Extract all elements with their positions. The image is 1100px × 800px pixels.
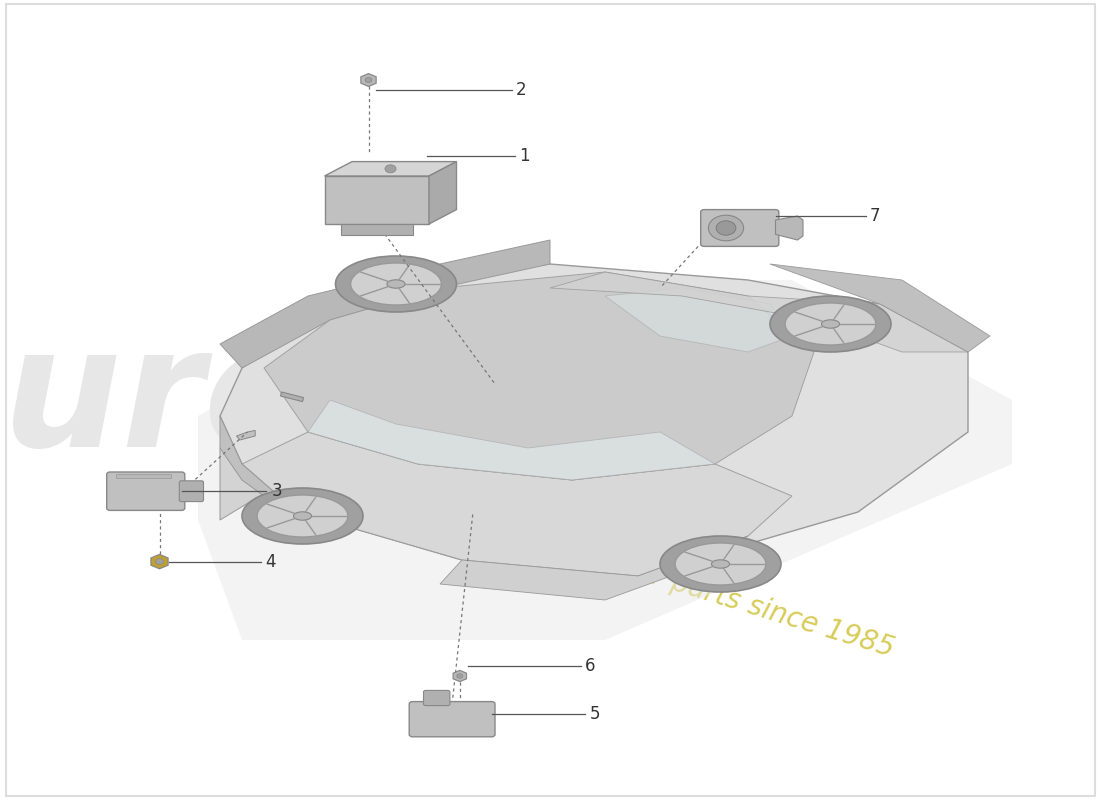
Ellipse shape: [712, 560, 729, 568]
Ellipse shape: [675, 543, 766, 585]
Polygon shape: [324, 176, 429, 224]
Text: 4: 4: [265, 553, 276, 570]
Text: 5: 5: [590, 705, 601, 722]
FancyBboxPatch shape: [701, 210, 779, 246]
Polygon shape: [361, 74, 376, 86]
FancyBboxPatch shape: [409, 702, 495, 737]
Polygon shape: [770, 264, 990, 352]
Circle shape: [385, 165, 396, 173]
Circle shape: [365, 78, 372, 82]
Polygon shape: [220, 264, 968, 576]
Polygon shape: [220, 352, 770, 520]
Polygon shape: [220, 240, 550, 368]
Ellipse shape: [242, 488, 363, 544]
Circle shape: [155, 558, 164, 565]
Ellipse shape: [351, 263, 441, 305]
Polygon shape: [236, 430, 255, 440]
Text: 3: 3: [272, 482, 283, 500]
Polygon shape: [151, 554, 168, 569]
Polygon shape: [550, 272, 968, 352]
FancyBboxPatch shape: [179, 481, 204, 502]
Ellipse shape: [660, 536, 781, 592]
Circle shape: [456, 674, 463, 678]
Text: 7: 7: [870, 207, 881, 225]
Polygon shape: [453, 670, 466, 682]
Ellipse shape: [822, 320, 839, 328]
Ellipse shape: [336, 256, 456, 312]
Text: eurospares: eurospares: [0, 318, 945, 482]
Polygon shape: [220, 416, 297, 512]
Ellipse shape: [770, 296, 891, 352]
Polygon shape: [605, 288, 792, 352]
Polygon shape: [116, 474, 170, 478]
Polygon shape: [341, 224, 412, 235]
Ellipse shape: [785, 303, 876, 345]
Polygon shape: [429, 162, 456, 224]
Ellipse shape: [257, 495, 348, 537]
Polygon shape: [776, 216, 803, 240]
Polygon shape: [440, 536, 748, 600]
Polygon shape: [280, 392, 304, 402]
FancyBboxPatch shape: [424, 690, 450, 706]
FancyBboxPatch shape: [107, 472, 185, 510]
Circle shape: [716, 221, 736, 235]
Polygon shape: [324, 162, 456, 176]
Text: 1: 1: [519, 147, 530, 165]
Text: 2: 2: [516, 81, 527, 98]
Ellipse shape: [387, 280, 405, 288]
Polygon shape: [264, 272, 814, 480]
Ellipse shape: [294, 512, 311, 520]
Text: a passion for parts since 1985: a passion for parts since 1985: [488, 514, 898, 662]
Polygon shape: [242, 432, 792, 576]
Polygon shape: [308, 400, 715, 480]
Polygon shape: [198, 280, 1012, 640]
Text: 6: 6: [585, 657, 596, 674]
Circle shape: [708, 215, 744, 241]
